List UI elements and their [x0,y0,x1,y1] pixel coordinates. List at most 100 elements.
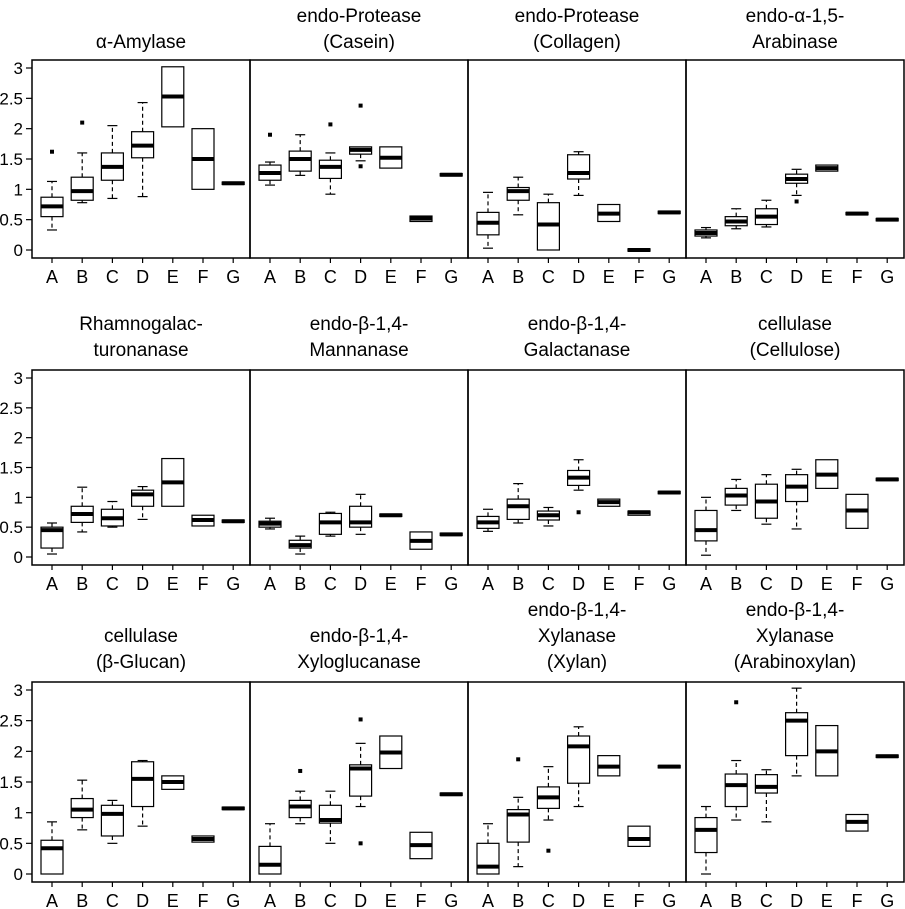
box-D [131,485,155,521]
box-E [597,755,621,777]
box-F [409,215,433,223]
x-tick-label: C [760,891,773,909]
x-tick-label: E [821,574,833,594]
outlier-point [358,841,363,846]
iqr-box [506,808,530,843]
y-tick-label: 1 [14,804,23,823]
x-tick-label: A [46,267,58,287]
y-tick-label: 1.5 [0,773,23,792]
panel-title-line: endo-α-1,5- [746,6,845,27]
panel-1: α-Amylase 0 0.5 1 1.5 2 2.5 3 A B C D E F G [0,32,251,287]
x-tick-label: B [294,267,306,287]
x-tick-label: C [106,891,119,909]
x-tick-label: C [760,267,773,287]
iqr-box [258,845,282,875]
box-C [536,766,561,853]
box-F [409,531,433,550]
x-tick-label: F [198,574,209,594]
y-tick-label: 2 [14,429,23,448]
box-E [379,513,403,518]
x-tick-label: B [512,267,524,287]
box-D [784,168,809,204]
x-tick-label: F [852,891,863,909]
box-D [566,151,591,196]
x-tick-label: B [512,574,524,594]
box-C [536,506,561,527]
x-tick-label: A [482,574,494,594]
box-D [349,103,373,169]
x-tick-label: E [385,267,397,287]
x-tick-label: D [354,891,367,909]
x-tick-label: B [730,267,742,287]
panel-frame [249,59,469,259]
panel-11: endo-β-1,4- Xylanase (Xylan) A B C D E F G [467,600,687,909]
panel-title-line: Galactanase [524,340,631,361]
box-B [288,134,312,176]
panel-title-line: (β-Glucan) [96,652,186,673]
box-A [476,191,500,249]
box-E [161,775,185,790]
x-tick-label: C [324,891,337,909]
x-tick-label: B [294,574,306,594]
box-B [506,757,530,868]
box-D [566,459,591,515]
panel-4: endo-α-1,5- Arabinase A B C D E F G [685,6,905,287]
box-D [349,493,373,535]
x-tick-label: A [700,891,712,909]
panel-frame [31,369,251,566]
box-F [845,493,869,529]
box-C [100,500,125,528]
x-tick-label: G [444,891,458,909]
x-tick-label: D [790,267,803,287]
box-F [627,510,651,516]
panel-title-line: (Arabinoxylan) [734,652,857,673]
x-tick-label: F [198,267,209,287]
outlier-point [358,717,363,722]
iqr-box [70,176,94,201]
x-tick-label: A [264,267,276,287]
x-tick-label: G [880,267,894,287]
box-C [100,799,125,844]
x-tick-label: G [880,574,894,594]
x-tick-label: F [416,574,427,594]
iqr-box [476,842,500,875]
x-tick-label: E [167,574,179,594]
box-B [288,535,312,555]
panel-8: cellulase (Cellulose) A B C D E F G [685,314,905,594]
x-tick-label: E [385,891,397,909]
x-tick-label: C [106,267,119,287]
panel-12: endo-β-1,4- Xylanase (Arabinoxylan) A B C D E F G [685,600,905,909]
box-E [815,724,839,777]
box-G [657,764,681,769]
box-B [506,483,530,524]
box-E [379,146,403,169]
x-tick-label: F [634,891,645,909]
x-tick-label: D [136,574,149,594]
x-tick-label: E [821,267,833,287]
iqr-box [627,825,651,847]
x-tick-label: G [880,891,894,909]
x-tick-label: B [730,891,742,909]
x-tick-label: E [603,891,615,909]
panel-title-line: endo-β-1,4- [310,314,409,335]
x-tick-label: A [700,267,712,287]
x-tick-label: E [603,574,615,594]
outlier-point [546,848,551,853]
x-tick-label: G [444,267,458,287]
x-tick-label: E [821,891,833,909]
box-E [161,66,185,128]
panel-frame [685,369,905,566]
iqr-box [349,764,373,797]
box-C [536,193,561,251]
x-tick-label: G [226,891,240,909]
iqr-box [724,773,748,808]
panel-title-line: endo-Protease [297,6,422,27]
x-tick-label: D [790,891,803,909]
x-tick-label: B [76,891,88,909]
y-tick-label: 0.5 [0,211,23,230]
panel-title-line: Xyloglucanase [297,652,421,673]
panel-title-line: Xylanase [538,626,616,647]
box-A [258,132,282,186]
outlier-point [358,164,363,169]
x-tick-label: B [294,891,306,909]
